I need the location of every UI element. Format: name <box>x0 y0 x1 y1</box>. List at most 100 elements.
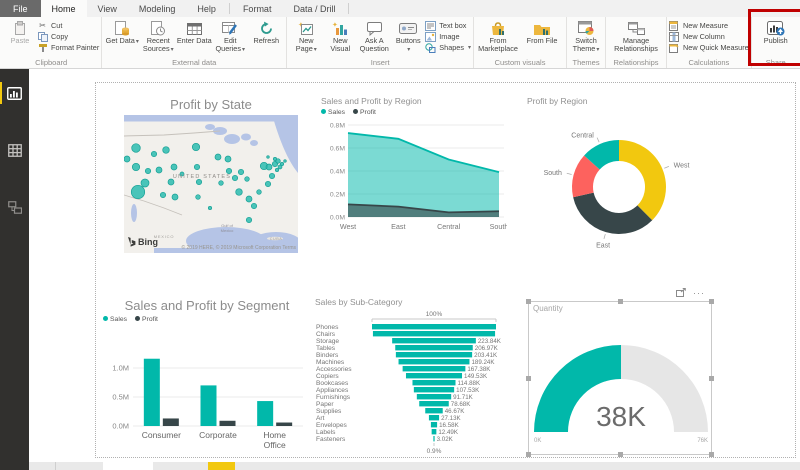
edit-queries-button[interactable]: Edit Queries▾ <box>212 18 248 57</box>
active-view-indicator <box>0 82 2 104</box>
group-insert: ✦ New Page▾ ✦ New Visual Ask A Question <box>287 17 475 68</box>
visual-profit-by-state-map[interactable]: Profit by State UNITED STATES MEXICO Gulf … <box>103 96 319 262</box>
folder-icon <box>533 20 551 37</box>
selection-handle[interactable] <box>526 376 531 381</box>
enter-data-button[interactable]: Enter Data <box>176 18 212 57</box>
dropdown-caret-icon: ▾ <box>135 39 139 45</box>
visual-profit-by-region-donut[interactable]: Profit by Region West East South Central <box>527 96 709 262</box>
svg-text:0K: 0K <box>534 438 541 444</box>
model-view-icon <box>7 200 22 214</box>
sidebar-item-data-view[interactable] <box>0 137 29 163</box>
image-button[interactable]: Image <box>425 31 471 42</box>
group-custom-visuals: From Marketplace From File Custom visual… <box>474 17 568 68</box>
svg-text:Copiers: Copiers <box>316 373 339 380</box>
selection-handle[interactable] <box>526 452 531 457</box>
new-column-button[interactable]: New Column <box>669 31 749 42</box>
report-view-icon <box>7 86 22 100</box>
new-quick-measure-button[interactable]: ✦ New Quick Measure <box>669 42 749 53</box>
svg-text:0.8M: 0.8M <box>330 123 345 130</box>
svg-text:100%: 100% <box>426 311 443 318</box>
svg-text:Appliances: Appliances <box>316 387 349 394</box>
tab-modeling[interactable]: Modeling <box>138 3 176 14</box>
group-label: Relationships <box>613 58 659 67</box>
new-visual-button[interactable]: ✦ New Visual <box>330 21 351 54</box>
legend: Sales Profit <box>321 107 507 117</box>
svg-text:78.68K: 78.68K <box>451 401 471 408</box>
legend-dot <box>321 108 326 114</box>
tab-help[interactable]: Help <box>197 3 216 14</box>
refresh-button[interactable]: Refresh <box>248 18 284 57</box>
tab-file[interactable]: File <box>0 0 41 17</box>
cut-button[interactable]: ✂ Cut <box>37 20 99 31</box>
tab-format[interactable]: Format <box>242 3 272 14</box>
get-data-button[interactable]: Get Data▾ <box>104 18 140 57</box>
paste-button[interactable]: Paste <box>3 18 37 57</box>
svg-text:3.02K: 3.02K <box>437 436 454 443</box>
svg-text:Supplies: Supplies <box>316 408 342 415</box>
svg-text:Phones: Phones <box>316 324 339 331</box>
visual-sales-by-subcategory-funnel[interactable]: Sales by Sub-Category 100% Phones Chairs St… <box>315 297 511 465</box>
svg-text:West: West <box>674 163 690 170</box>
visual-title: Sales and Profit by Segment <box>124 298 290 313</box>
new-page-button[interactable]: ✦ New Page▾ <box>295 21 317 54</box>
svg-text:223.84K: 223.84K <box>478 338 502 345</box>
selection-handle[interactable] <box>709 299 714 304</box>
svg-text:38K: 38K <box>596 401 646 432</box>
selection-handle[interactable] <box>709 452 714 457</box>
data-view-icon <box>7 143 22 157</box>
manage-relationships-button[interactable]: Manage Relationships <box>608 18 664 57</box>
tab-separator <box>348 3 350 14</box>
selection-handle[interactable] <box>618 299 623 304</box>
switch-theme-button[interactable]: Switch Theme▾ <box>569 18 603 57</box>
svg-text:189.24K: 189.24K <box>471 359 495 366</box>
bottom-strip-light-segment[interactable] <box>103 462 153 470</box>
more-options-icon[interactable]: ··· <box>693 287 705 298</box>
dropdown-caret-icon: ▾ <box>596 47 600 54</box>
map-container: UNITED STATES MEXICO Gulf of Mexico CUBA Bin… <box>123 115 302 256</box>
ask-a-question-button[interactable]: Ask A Question <box>357 18 391 57</box>
svg-text:107.53K: 107.53K <box>456 387 480 394</box>
selection-handle[interactable] <box>618 452 623 457</box>
sidebar-item-model-view[interactable] <box>0 194 29 220</box>
svg-text:South: South <box>544 170 562 177</box>
selection-handle[interactable] <box>526 299 531 304</box>
sidebar-footer <box>0 462 29 470</box>
from-file-button[interactable]: From File <box>520 18 564 57</box>
page-tab-selected[interactable] <box>208 462 235 470</box>
focus-mode-icon[interactable] <box>676 288 686 297</box>
svg-text:0.9%: 0.9% <box>427 448 442 455</box>
svg-text:0.0M: 0.0M <box>112 422 129 431</box>
legend-dot <box>353 108 359 114</box>
dropdown-caret-icon: ▾ <box>407 47 411 54</box>
group-label: Calculations <box>688 58 730 67</box>
sidebar-item-report-view[interactable] <box>0 80 29 106</box>
svg-text:Furnishings: Furnishings <box>316 394 351 401</box>
publish-button[interactable]: Publish <box>758 18 794 57</box>
new-measure-button[interactable]: New Measure <box>669 20 749 31</box>
buttons-button[interactable]: Buttons ▾ <box>391 18 425 57</box>
bing-icon <box>128 237 136 247</box>
shapes-button[interactable]: Shapes ▾ <box>425 42 471 53</box>
tab-view[interactable]: View <box>97 3 117 14</box>
visual-sales-profit-by-segment-bar[interactable]: Sales and Profit by Segment Sales Profit… <box>103 297 311 463</box>
text-box-icon <box>425 20 437 31</box>
copy-button[interactable]: Copy <box>37 31 99 42</box>
recent-sources-button[interactable]: Recent Sources▾ <box>140 18 176 57</box>
svg-text:0.0M: 0.0M <box>330 215 345 222</box>
group-calculations: New Measure New Column ✦ New Quick Measu… <box>667 17 752 68</box>
visual-quantity-gauge[interactable]: ··· Quantity 38K 0K 76K <box>526 288 714 457</box>
from-marketplace-button[interactable]: From Marketplace <box>476 18 520 57</box>
format-painter-button[interactable]: Format Painter <box>37 42 99 53</box>
visual-title: Profit by Region <box>527 96 588 106</box>
selection-handle[interactable] <box>709 376 714 381</box>
group-themes: Switch Theme▾ Themes <box>567 17 607 68</box>
new-measure-icon <box>669 20 680 31</box>
text-box-button[interactable]: Text box <box>425 20 471 31</box>
group-share: Publish Share <box>747 9 800 68</box>
visual-sales-profit-by-region-area[interactable]: Sales and Profit by Region Sales Profit … <box>321 96 508 262</box>
tab-data-drill[interactable]: Data / Drill <box>293 3 336 14</box>
tab-home[interactable]: Home <box>40 0 87 17</box>
svg-text:Central: Central <box>571 132 594 139</box>
